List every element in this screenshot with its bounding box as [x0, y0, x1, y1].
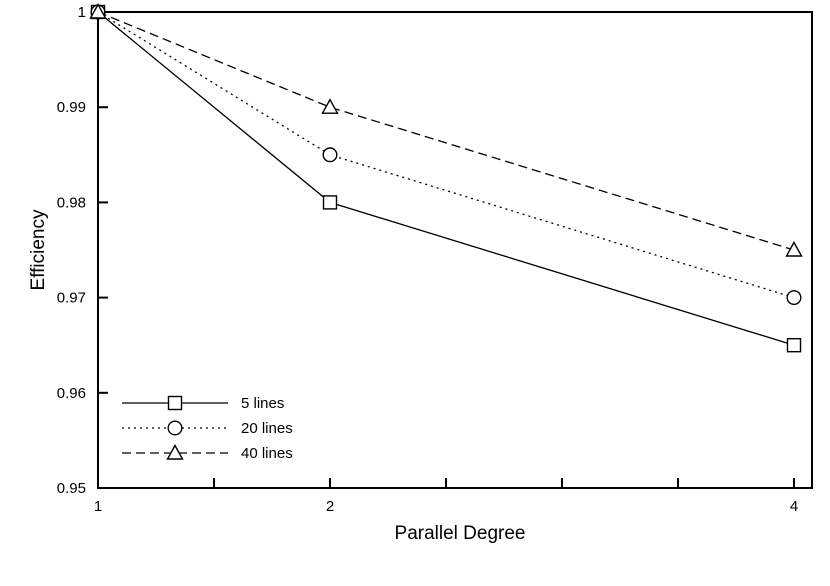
- data-point-circle: [322, 147, 338, 163]
- y-axis-title: Efficiency: [28, 209, 49, 290]
- series-line-2: [97, 11, 795, 299]
- y-tick-label: 0.98: [57, 194, 86, 211]
- data-point-square: [786, 338, 802, 353]
- y-tick-label: 0.96: [57, 385, 86, 402]
- y-tick-label: 0.99: [57, 99, 86, 116]
- series-line-1: [97, 11, 795, 346]
- data-point-triangle: [89, 3, 107, 19]
- y-tick-label: 0.97: [57, 290, 86, 307]
- plot-frame: [97, 11, 813, 489]
- legend-marker-square: [167, 395, 183, 411]
- data-point-circle: [786, 290, 802, 306]
- x-tick-label: 4: [790, 498, 798, 515]
- legend-label: 20 lines: [241, 420, 293, 437]
- data-point-square: [322, 195, 338, 210]
- legend-marker-circle: [167, 420, 183, 436]
- series-layer: [89, 3, 803, 353]
- series-line-3: [97, 11, 795, 251]
- data-point-triangle: [321, 98, 339, 114]
- x-tick-label: 2: [326, 498, 334, 515]
- x-tick-label: 1: [94, 498, 102, 515]
- legend: 5 lines 20 lines 40 lines: [122, 395, 293, 462]
- x-axis-title: Parallel Degree: [395, 523, 526, 544]
- legend-label: 40 lines: [241, 445, 293, 462]
- legend-marker-triangle: [166, 444, 184, 460]
- y-tick-label: 0.95: [57, 480, 86, 497]
- data-point-triangle: [785, 241, 803, 257]
- y-tick-label: 1: [78, 4, 86, 21]
- legend-label: 5 lines: [241, 395, 284, 412]
- axes: 0.95 0.96 0.97 0.98 0.99 1 1 2 4: [57, 4, 813, 515]
